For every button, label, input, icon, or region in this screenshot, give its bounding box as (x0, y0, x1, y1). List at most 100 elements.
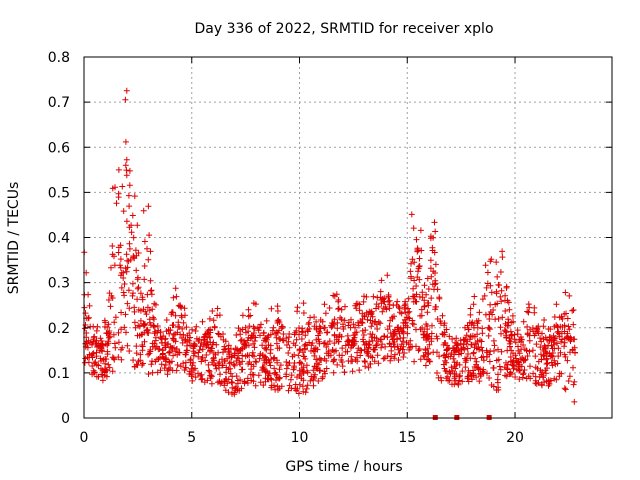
data-point (511, 336, 518, 343)
data-point (311, 352, 318, 359)
data-point (317, 357, 324, 363)
data-point (402, 301, 409, 308)
data-point (193, 323, 200, 330)
data-point (331, 331, 338, 338)
data-point (165, 340, 172, 347)
data-point (295, 390, 302, 397)
data-point (368, 311, 375, 318)
data-point (157, 354, 163, 361)
data-point (554, 340, 561, 347)
data-point (329, 322, 336, 329)
data-point (335, 306, 342, 312)
data-point (557, 349, 564, 356)
data-point (272, 330, 279, 337)
data-point (536, 374, 543, 380)
data-point (562, 386, 569, 393)
data-point (462, 355, 468, 362)
data-point (169, 367, 176, 374)
data-point (273, 334, 280, 341)
data-point (566, 373, 573, 380)
data-point (434, 370, 440, 376)
data-point (538, 356, 545, 363)
data-point (126, 240, 133, 247)
data-point (294, 308, 301, 315)
data-point (361, 313, 368, 320)
data-point (221, 382, 228, 389)
data-point (131, 193, 138, 200)
data-point (89, 350, 96, 357)
data-point (191, 350, 198, 357)
data-point (227, 370, 234, 377)
data-point (521, 346, 528, 353)
data-point (172, 285, 179, 292)
data-point (516, 367, 522, 374)
data-point (168, 311, 175, 318)
data-point (129, 280, 136, 287)
data-point (296, 381, 303, 388)
data-point (345, 322, 352, 329)
data-point (144, 304, 151, 311)
data-point (541, 317, 548, 323)
data-point (102, 366, 109, 373)
data-point (502, 328, 509, 335)
data-point (90, 334, 97, 341)
data-point (379, 308, 386, 315)
data-point (274, 345, 281, 352)
data-point (168, 358, 175, 365)
data-point (344, 348, 351, 355)
data-point (432, 261, 439, 268)
data-point (176, 349, 183, 356)
data-point (520, 318, 527, 325)
data-point (473, 361, 480, 368)
data-point (415, 263, 422, 270)
data-point (490, 364, 497, 371)
data-point (354, 349, 361, 356)
data-point (548, 342, 555, 349)
data-point (195, 370, 201, 377)
data-point (150, 314, 156, 321)
data-point (204, 330, 211, 337)
data-point (338, 306, 345, 313)
data-point (186, 330, 193, 337)
data-point (386, 340, 393, 347)
data-point (207, 329, 214, 336)
data-point (359, 327, 366, 334)
data-point (331, 340, 338, 347)
data-point (203, 343, 210, 349)
data-point (124, 300, 131, 307)
data-point (400, 324, 407, 331)
data-point (306, 319, 313, 326)
data-point (463, 332, 470, 339)
data-point (97, 355, 104, 362)
data-point (231, 362, 238, 369)
data-point (308, 348, 314, 354)
data-point (263, 317, 270, 324)
data-point (221, 378, 228, 385)
data-point (310, 373, 317, 380)
data-point (296, 331, 302, 338)
data-point (316, 367, 323, 374)
data-point (280, 331, 287, 337)
data-point (394, 298, 401, 305)
data-point (361, 358, 368, 364)
data-point (330, 369, 337, 376)
data-point (195, 353, 202, 360)
data-point (299, 383, 306, 390)
data-point (499, 314, 506, 321)
data-point (131, 319, 138, 326)
data-point (417, 356, 424, 363)
data-point (551, 345, 558, 352)
data-point (474, 324, 481, 331)
data-point (514, 331, 521, 338)
data-point (304, 382, 311, 389)
data-point (570, 381, 577, 388)
data-point (225, 389, 232, 396)
data-point (134, 285, 141, 292)
data-point (527, 326, 534, 333)
data-point (288, 385, 295, 392)
data-point (131, 308, 138, 315)
data-point (430, 268, 437, 275)
data-point (413, 283, 420, 289)
data-point (404, 330, 411, 337)
data-point (486, 324, 493, 331)
